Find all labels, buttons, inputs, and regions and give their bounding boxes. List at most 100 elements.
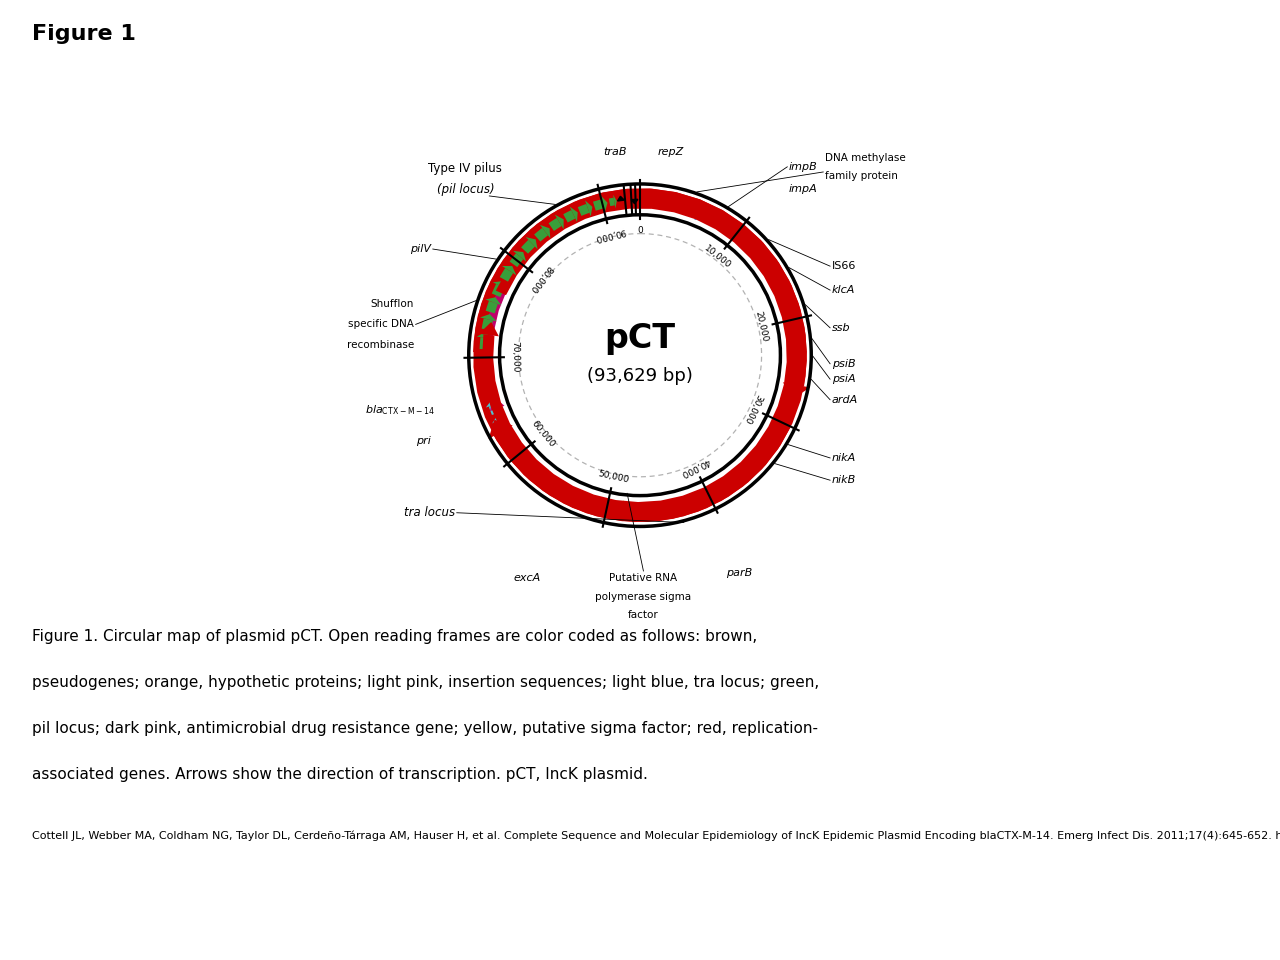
Polygon shape (676, 499, 689, 511)
Text: 30,000: 30,000 (742, 393, 764, 425)
Polygon shape (480, 337, 490, 349)
Polygon shape (600, 196, 608, 212)
Polygon shape (484, 199, 796, 512)
Text: pil locus; dark pink, antimicrobial drug resistance gene; yellow, putative sigma: pil locus; dark pink, antimicrobial drug… (32, 721, 818, 736)
Polygon shape (493, 281, 508, 290)
Text: factor: factor (628, 611, 659, 620)
Text: DNA methylase: DNA methylase (824, 154, 906, 163)
Polygon shape (783, 382, 810, 398)
Polygon shape (577, 204, 589, 216)
Polygon shape (768, 271, 780, 285)
Polygon shape (492, 284, 504, 298)
Text: recombinase: recombinase (347, 340, 413, 350)
Text: (93,629 bp): (93,629 bp) (588, 367, 692, 385)
Text: 60,000: 60,000 (530, 420, 557, 449)
Polygon shape (480, 196, 800, 515)
Polygon shape (521, 240, 535, 253)
Polygon shape (526, 237, 538, 250)
Polygon shape (655, 197, 667, 205)
Text: associated genes. Arrows show the direction of transcription. pCT, IncK plasmid.: associated genes. Arrows show the direct… (32, 767, 648, 782)
Polygon shape (759, 256, 772, 272)
Polygon shape (509, 253, 524, 267)
Polygon shape (631, 200, 637, 204)
Polygon shape (481, 196, 799, 515)
Text: parB: parB (726, 567, 751, 578)
Text: pCT: pCT (604, 322, 676, 354)
Polygon shape (636, 503, 641, 518)
Polygon shape (739, 463, 753, 477)
Polygon shape (476, 331, 494, 339)
Text: family protein: family protein (824, 171, 897, 180)
Polygon shape (736, 230, 751, 246)
Text: specific DNA: specific DNA (348, 320, 413, 329)
Polygon shape (690, 493, 698, 508)
Polygon shape (763, 435, 776, 448)
Polygon shape (684, 200, 691, 213)
Polygon shape (499, 268, 513, 281)
Text: 10,000: 10,000 (703, 244, 733, 271)
Text: tra locus: tra locus (404, 506, 456, 519)
Polygon shape (593, 200, 604, 210)
Polygon shape (489, 420, 513, 439)
Polygon shape (486, 400, 499, 408)
Polygon shape (604, 503, 616, 513)
Polygon shape (617, 500, 623, 520)
Text: Figure 1. Circular map of plasmid pCT. Open reading frames are color coded as fo: Figure 1. Circular map of plasmid pCT. O… (32, 629, 758, 644)
Polygon shape (535, 468, 545, 481)
Polygon shape (664, 195, 671, 208)
Text: Shufflon: Shufflon (371, 299, 413, 309)
Text: 70,000: 70,000 (511, 341, 520, 372)
Polygon shape (512, 445, 525, 459)
Polygon shape (724, 475, 739, 488)
Polygon shape (480, 195, 800, 516)
Polygon shape (493, 417, 504, 423)
Polygon shape (566, 488, 575, 502)
Polygon shape (780, 300, 794, 315)
Polygon shape (773, 282, 786, 298)
Polygon shape (659, 504, 669, 515)
Polygon shape (480, 196, 800, 515)
Polygon shape (495, 419, 506, 429)
Polygon shape (641, 506, 652, 516)
Polygon shape (490, 396, 504, 411)
Text: klcA: klcA (832, 285, 855, 295)
Polygon shape (534, 228, 548, 242)
Polygon shape (481, 197, 799, 514)
Text: psiA: psiA (832, 374, 855, 384)
Polygon shape (671, 499, 678, 514)
Polygon shape (521, 457, 532, 468)
Polygon shape (749, 455, 760, 466)
Polygon shape (617, 195, 632, 205)
Text: pseudogenes; orange, hypothetic proteins; light pink, insertion sequences; light: pseudogenes; orange, hypothetic proteins… (32, 675, 819, 690)
Polygon shape (540, 225, 550, 238)
Polygon shape (585, 201, 593, 216)
Polygon shape (474, 189, 806, 522)
Polygon shape (480, 196, 800, 515)
Polygon shape (769, 428, 782, 436)
Polygon shape (788, 365, 803, 379)
Polygon shape (554, 215, 563, 229)
Polygon shape (632, 191, 640, 208)
Text: $bla_{\mathregular{CTX-M-14}}$: $bla_{\mathregular{CTX-M-14}}$ (365, 403, 434, 417)
Polygon shape (783, 315, 799, 330)
Polygon shape (480, 196, 800, 515)
Text: 20,000: 20,000 (754, 311, 769, 343)
Polygon shape (499, 430, 512, 438)
Text: pilV: pilV (410, 244, 431, 254)
Text: pri: pri (416, 436, 431, 445)
Polygon shape (549, 218, 562, 231)
Polygon shape (550, 480, 559, 492)
Polygon shape (786, 331, 801, 346)
Polygon shape (648, 191, 653, 208)
Polygon shape (710, 485, 723, 497)
Text: ssb: ssb (832, 323, 850, 333)
Polygon shape (509, 444, 521, 453)
Polygon shape (513, 251, 526, 262)
Polygon shape (707, 487, 716, 500)
Text: impA: impA (788, 184, 818, 194)
Polygon shape (479, 194, 801, 516)
Polygon shape (654, 502, 660, 517)
Text: impB: impB (788, 162, 818, 172)
Polygon shape (609, 198, 614, 206)
Polygon shape (736, 468, 746, 479)
